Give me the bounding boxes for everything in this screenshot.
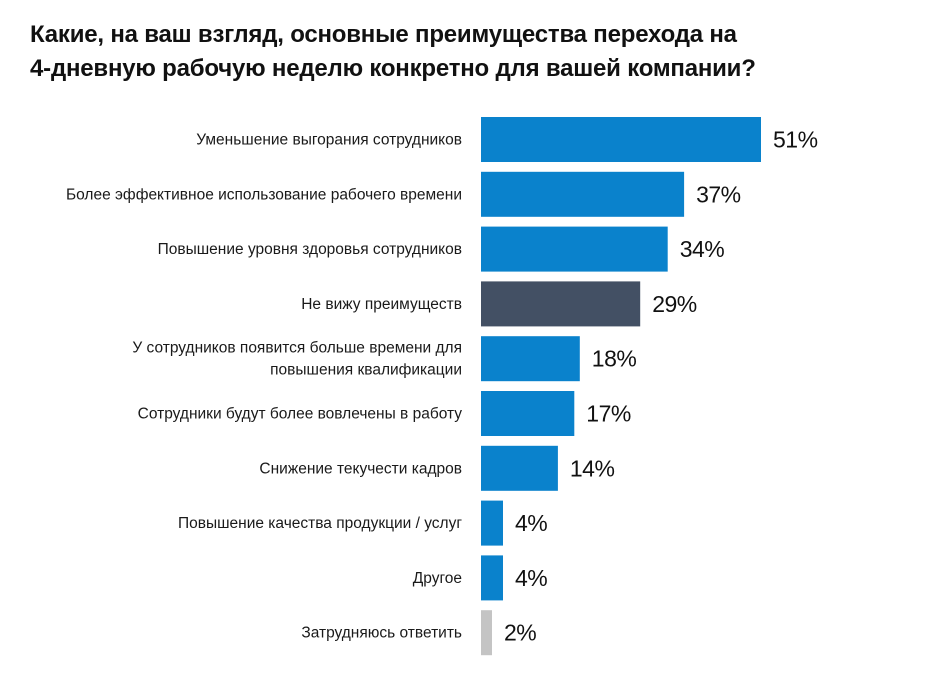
- category-label-7: Снижение текучести кадров: [259, 460, 462, 477]
- chart-title-line-2: 4-дневную рабочую неделю конкретно для в…: [30, 55, 756, 82]
- category-label-4: Не вижу преимуществ: [301, 296, 462, 313]
- value-label-1: 51%: [773, 127, 818, 153]
- bar-8: [481, 500, 503, 546]
- value-label-8: 4%: [515, 510, 547, 536]
- bar-2: [481, 171, 685, 217]
- value-label-7: 14%: [570, 455, 615, 481]
- bar-1: [481, 117, 761, 162]
- bar-9: [481, 555, 503, 601]
- category-label-1: Уменьшение выгорания сотрудников: [196, 132, 462, 149]
- category-label-8: Повышение качества продукции / услуг: [178, 515, 462, 532]
- value-label-9: 4%: [515, 565, 547, 591]
- value-label-5: 18%: [592, 346, 637, 372]
- category-label-5: У сотрудников появится больше времени дл…: [132, 340, 462, 379]
- bar-4: [481, 281, 641, 327]
- category-label-10: Затрудняюсь ответить: [301, 625, 462, 642]
- bar-5: [481, 336, 580, 382]
- category-label-9: Другое: [413, 570, 462, 587]
- bar-3: [481, 226, 668, 272]
- chart-title: Какие, на ваш взгляд, основные преимущес…: [30, 18, 910, 86]
- bar-7: [481, 445, 558, 491]
- category-label-3: Повышение уровня здоровья сотрудников: [158, 241, 462, 258]
- bar-10: [481, 610, 492, 656]
- value-label-4: 29%: [652, 291, 697, 317]
- category-label-6: Сотрудники будут более вовлечены в работ…: [138, 406, 463, 423]
- value-label-2: 37%: [696, 181, 741, 207]
- bar-6: [481, 391, 575, 436]
- value-label-10: 2%: [504, 620, 536, 646]
- category-label-2: Более эффективное использование рабочего…: [66, 186, 462, 203]
- value-label-3: 34%: [680, 236, 725, 262]
- value-label-6: 17%: [586, 401, 631, 427]
- chart-title-line-1: Какие, на ваш взгляд, основные преимущес…: [30, 21, 737, 48]
